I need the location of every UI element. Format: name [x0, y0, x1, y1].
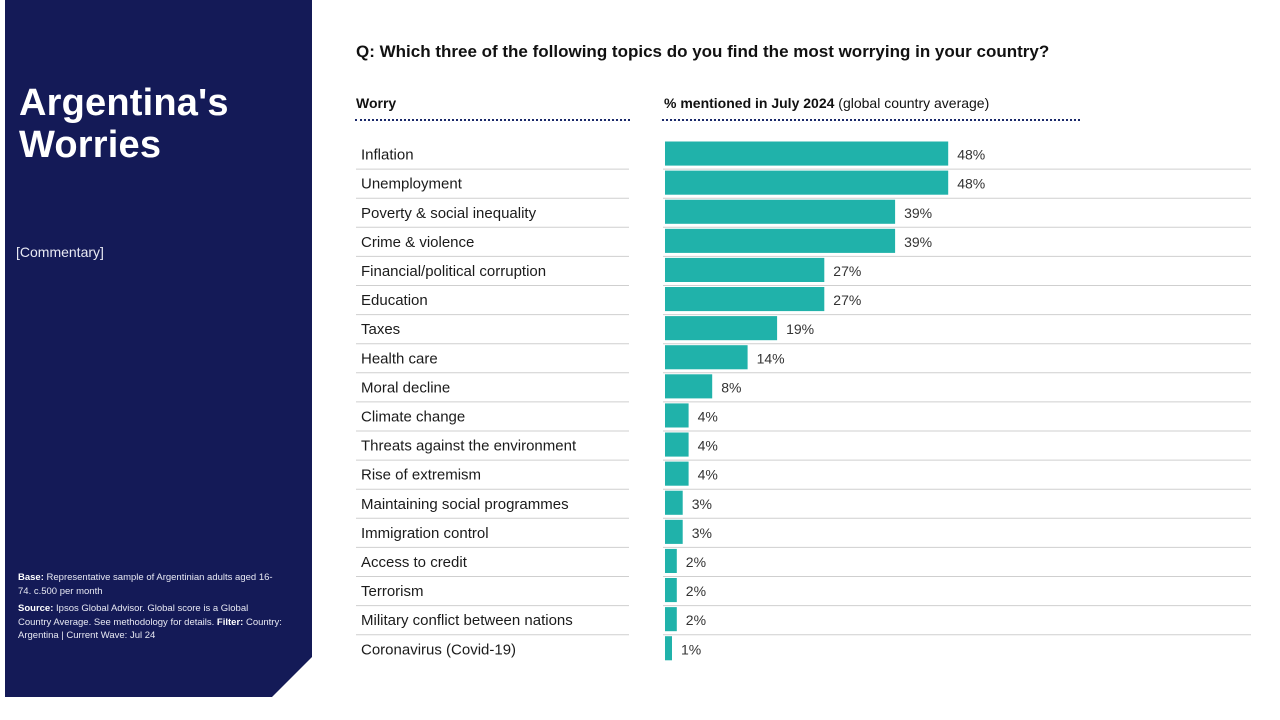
category-label: Financial/political corruption — [361, 263, 546, 280]
percent-header-divider — [662, 119, 1080, 121]
category-label: Military conflict between nations — [361, 612, 573, 629]
category-label: Unemployment — [361, 176, 463, 193]
sidebar-panel: Argentina's Worries [Commentary] Base: R… — [5, 0, 312, 697]
base-note: Base: Representative sample of Argentini… — [18, 571, 283, 598]
value-label: 27% — [833, 263, 861, 279]
percent-header-note: (global country average) — [838, 95, 990, 111]
category-label: Climate change — [361, 408, 465, 425]
category-label: Education — [361, 292, 428, 309]
category-label: Rise of extremism — [361, 467, 481, 484]
source-note: Source: Ipsos Global Advisor. Global sco… — [18, 602, 283, 643]
value-label: 4% — [698, 467, 718, 483]
value-label: 2% — [686, 583, 706, 599]
bar — [665, 141, 949, 166]
value-label: 3% — [692, 496, 712, 512]
category-label: Terrorism — [361, 583, 424, 600]
commentary-text: [Commentary] — [16, 244, 104, 260]
category-label: Moral decline — [361, 379, 450, 396]
value-label: 4% — [698, 408, 718, 424]
bar — [665, 432, 689, 457]
bar — [665, 228, 896, 253]
bar — [665, 403, 689, 428]
category-label: Access to credit — [361, 554, 468, 571]
bar — [665, 345, 748, 370]
bar — [665, 461, 689, 486]
source-text: Ipsos Global Advisor. Global score is a … — [18, 603, 249, 628]
value-label: 4% — [698, 438, 718, 454]
value-label: 8% — [721, 379, 741, 395]
value-label: 14% — [757, 350, 785, 366]
category-label: Poverty & social inequality — [361, 205, 537, 222]
percent-column-header: % mentioned in July 2024 (global country… — [664, 95, 989, 111]
worry-header-divider — [355, 119, 630, 121]
bar — [665, 287, 825, 312]
category-label: Crime & violence — [361, 234, 474, 251]
bar — [665, 490, 683, 515]
page-title: Argentina's Worries — [19, 82, 229, 166]
value-label: 27% — [833, 292, 861, 308]
value-label: 2% — [686, 612, 706, 628]
bar — [665, 519, 683, 544]
category-label: Inflation — [361, 147, 414, 164]
footnotes: Base: Representative sample of Argentini… — [18, 571, 283, 647]
value-label: 39% — [904, 205, 932, 221]
bar — [665, 578, 677, 603]
title-line-1: Argentina's — [19, 82, 229, 124]
category-label: Threats against the environment — [361, 438, 577, 455]
value-label: 48% — [957, 176, 985, 192]
category-label: Immigration control — [361, 525, 489, 542]
base-label: Base: — [18, 572, 44, 583]
category-label: Coronavirus (Covid-19) — [361, 641, 516, 658]
filter-label: Filter: — [216, 616, 244, 628]
value-label: 19% — [786, 321, 814, 337]
filter-text: Country: Argentina | Current Wave: Jul 2… — [18, 616, 282, 642]
bar — [665, 607, 677, 632]
worry-column-header: Worry — [356, 95, 397, 111]
category-label: Maintaining social programmes — [361, 496, 569, 513]
category-label: Health care — [361, 350, 438, 367]
value-label: 48% — [957, 147, 985, 163]
bar — [665, 548, 677, 573]
bar — [665, 199, 896, 224]
value-label: 2% — [686, 554, 706, 570]
bar — [665, 374, 713, 399]
source-label: Source: — [18, 603, 54, 614]
percent-header-bold: % mentioned in July 2024 — [664, 95, 835, 111]
value-label: 39% — [904, 234, 932, 250]
base-text: Representative sample of Argentinian adu… — [18, 572, 273, 597]
value-label: 1% — [681, 641, 701, 657]
survey-question: Q: Which three of the following topics d… — [356, 42, 1050, 61]
category-label: Taxes — [361, 321, 400, 338]
title-line-2: Worries — [19, 124, 162, 166]
value-label: 3% — [692, 525, 712, 541]
bar — [665, 257, 825, 282]
bar — [665, 170, 949, 195]
bar — [665, 636, 672, 661]
bar — [665, 316, 778, 341]
